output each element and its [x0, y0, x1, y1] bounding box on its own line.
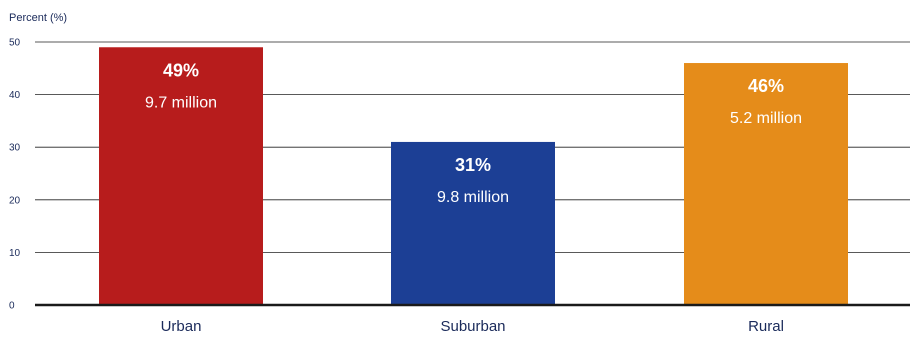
y-tick-label: 30 — [9, 143, 21, 154]
bars: 49% 9.7 million 31% 9.8 million 46% 5.2 milli… — [99, 47, 848, 305]
bar-rural — [684, 63, 848, 305]
y-axis-title: Percent (%) — [9, 12, 67, 24]
y-tick-label: 50 — [9, 38, 21, 49]
y-tick-label: 0 — [9, 301, 15, 312]
bar-urban — [99, 47, 263, 305]
y-tick-label: 40 — [9, 90, 21, 101]
bar-suburban — [391, 141, 555, 305]
y-tick-label: 10 — [9, 248, 21, 259]
bar-percent-label: 49% — [163, 60, 199, 80]
category-labels: Urban Suburban Rural — [161, 318, 784, 335]
category-label: Suburban — [440, 318, 505, 335]
bar-percent-label: 31% — [455, 155, 491, 175]
category-label: Rural — [748, 318, 784, 335]
y-tick-labels: 0 10 20 30 40 50 — [9, 38, 21, 312]
bar-count-label: 9.8 million — [437, 189, 509, 206]
category-label: Urban — [161, 318, 202, 335]
bar-percent-label: 46% — [748, 76, 784, 96]
bar-count-label: 5.2 million — [730, 110, 802, 127]
bar-count-label: 9.7 million — [145, 94, 217, 111]
y-tick-label: 20 — [9, 195, 21, 206]
